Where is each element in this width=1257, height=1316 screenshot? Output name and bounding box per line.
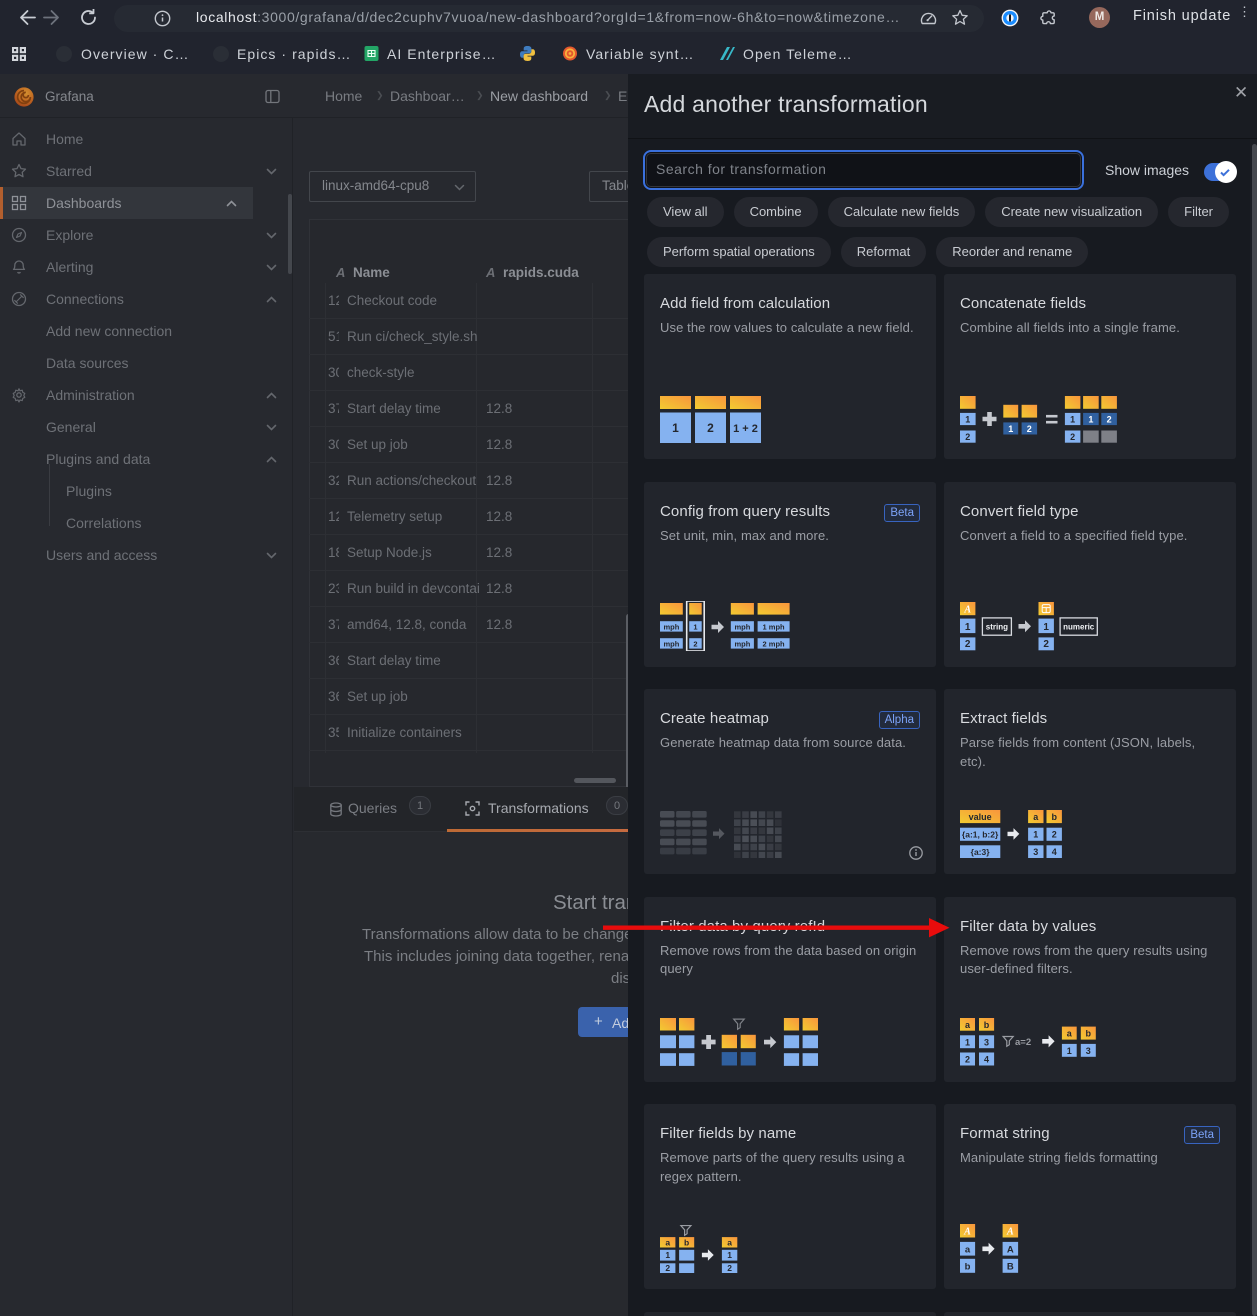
svg-text:1: 1 [665,1250,670,1260]
svg-text:string: string [986,623,1008,632]
svg-text:A: A [963,605,971,616]
svg-text:a: a [727,1237,732,1247]
svg-text:b: b [684,1237,689,1247]
svg-text:1 mph: 1 mph [763,622,786,631]
svg-text:1: 1 [1088,415,1093,425]
svg-text:2: 2 [1052,829,1057,839]
svg-text:1: 1 [1067,1046,1072,1056]
svg-text:a: a [965,1020,971,1030]
svg-text:value: value [969,812,992,822]
svg-text:a: a [665,1237,670,1247]
svg-text:1: 1 [727,1250,732,1260]
svg-text:b: b [1051,812,1057,822]
svg-text:1 + 2: 1 + 2 [733,423,758,435]
svg-text:2: 2 [1043,639,1049,650]
svg-text:2: 2 [665,1263,670,1273]
svg-text:A: A [1007,1245,1014,1256]
svg-text:3: 3 [1033,847,1038,857]
svg-text:2: 2 [707,421,714,435]
svg-text:2: 2 [1070,432,1075,442]
svg-text:1: 1 [1070,415,1075,425]
svg-text:numeric: numeric [1063,623,1095,632]
svg-text:1: 1 [965,622,971,633]
svg-text:{a:1, b:2}: {a:1, b:2} [962,829,999,839]
svg-text:2: 2 [727,1263,732,1273]
svg-text:1: 1 [1043,622,1049,633]
svg-text:1: 1 [672,421,679,435]
svg-text:1: 1 [965,1037,970,1047]
svg-text:2: 2 [965,432,970,442]
svg-text:{a:3}: {a:3} [971,847,991,857]
svg-text:3: 3 [984,1037,989,1047]
svg-text:a: a [1033,812,1039,822]
svg-text:mph: mph [663,639,679,648]
svg-text:4: 4 [984,1055,989,1065]
svg-text:2 mph: 2 mph [763,639,786,648]
svg-text:mph: mph [734,639,750,648]
svg-text:a: a [1067,1029,1073,1039]
svg-text:1: 1 [693,622,697,631]
svg-text:mph: mph [663,622,679,631]
svg-text:1: 1 [965,415,970,425]
svg-text:2: 2 [1027,424,1032,434]
svg-text:4: 4 [1052,847,1057,857]
svg-text:3: 3 [1086,1046,1091,1056]
svg-text:b: b [965,1262,971,1273]
svg-text:A: A [1006,1227,1014,1238]
svg-text:1: 1 [1033,829,1038,839]
svg-text:b: b [984,1020,990,1030]
svg-text:2: 2 [965,639,971,650]
svg-text:A: A [963,1227,971,1238]
svg-text:mph: mph [734,622,750,631]
svg-text:2: 2 [1107,415,1112,425]
svg-text:2: 2 [693,639,697,648]
svg-text:b: b [1086,1029,1092,1039]
svg-text:1: 1 [1008,424,1013,434]
svg-text:a: a [965,1245,971,1256]
svg-text:B: B [1007,1262,1014,1273]
svg-text:2: 2 [965,1055,970,1065]
svg-text:a=2: a=2 [1015,1037,1031,1048]
